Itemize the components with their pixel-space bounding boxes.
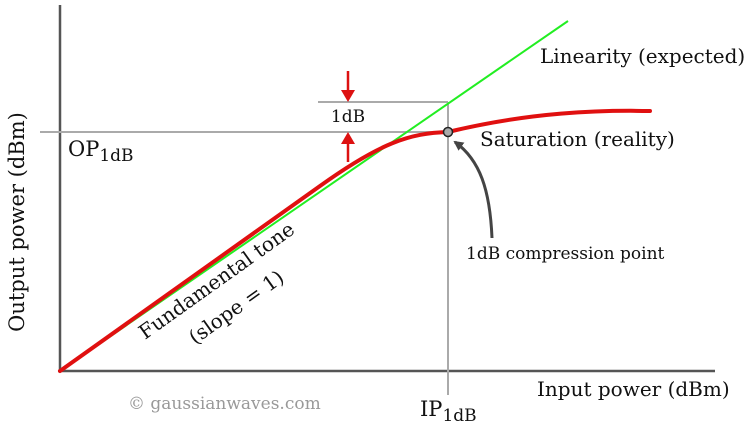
watermark: © gaussianwaves.com	[128, 394, 321, 414]
compression-point-marker	[442, 126, 454, 138]
op1db-label: OP1dB	[68, 137, 134, 166]
delta-arrow-top	[341, 71, 355, 102]
delta-label: 1dB	[331, 107, 365, 127]
saturation-label: Saturation (reality)	[480, 127, 675, 151]
delta-arrow-bottom	[341, 132, 355, 162]
callout-arrow	[453, 140, 494, 239]
x-axis-label: Input power (dBm)	[537, 377, 730, 401]
ip1db-label: IP1dB	[420, 397, 477, 426]
linearity-label: Linearity (expected)	[540, 44, 745, 68]
y-axis-label: Output power (dBm)	[5, 112, 29, 332]
compression-point-label: 1dB compression point	[466, 244, 665, 264]
